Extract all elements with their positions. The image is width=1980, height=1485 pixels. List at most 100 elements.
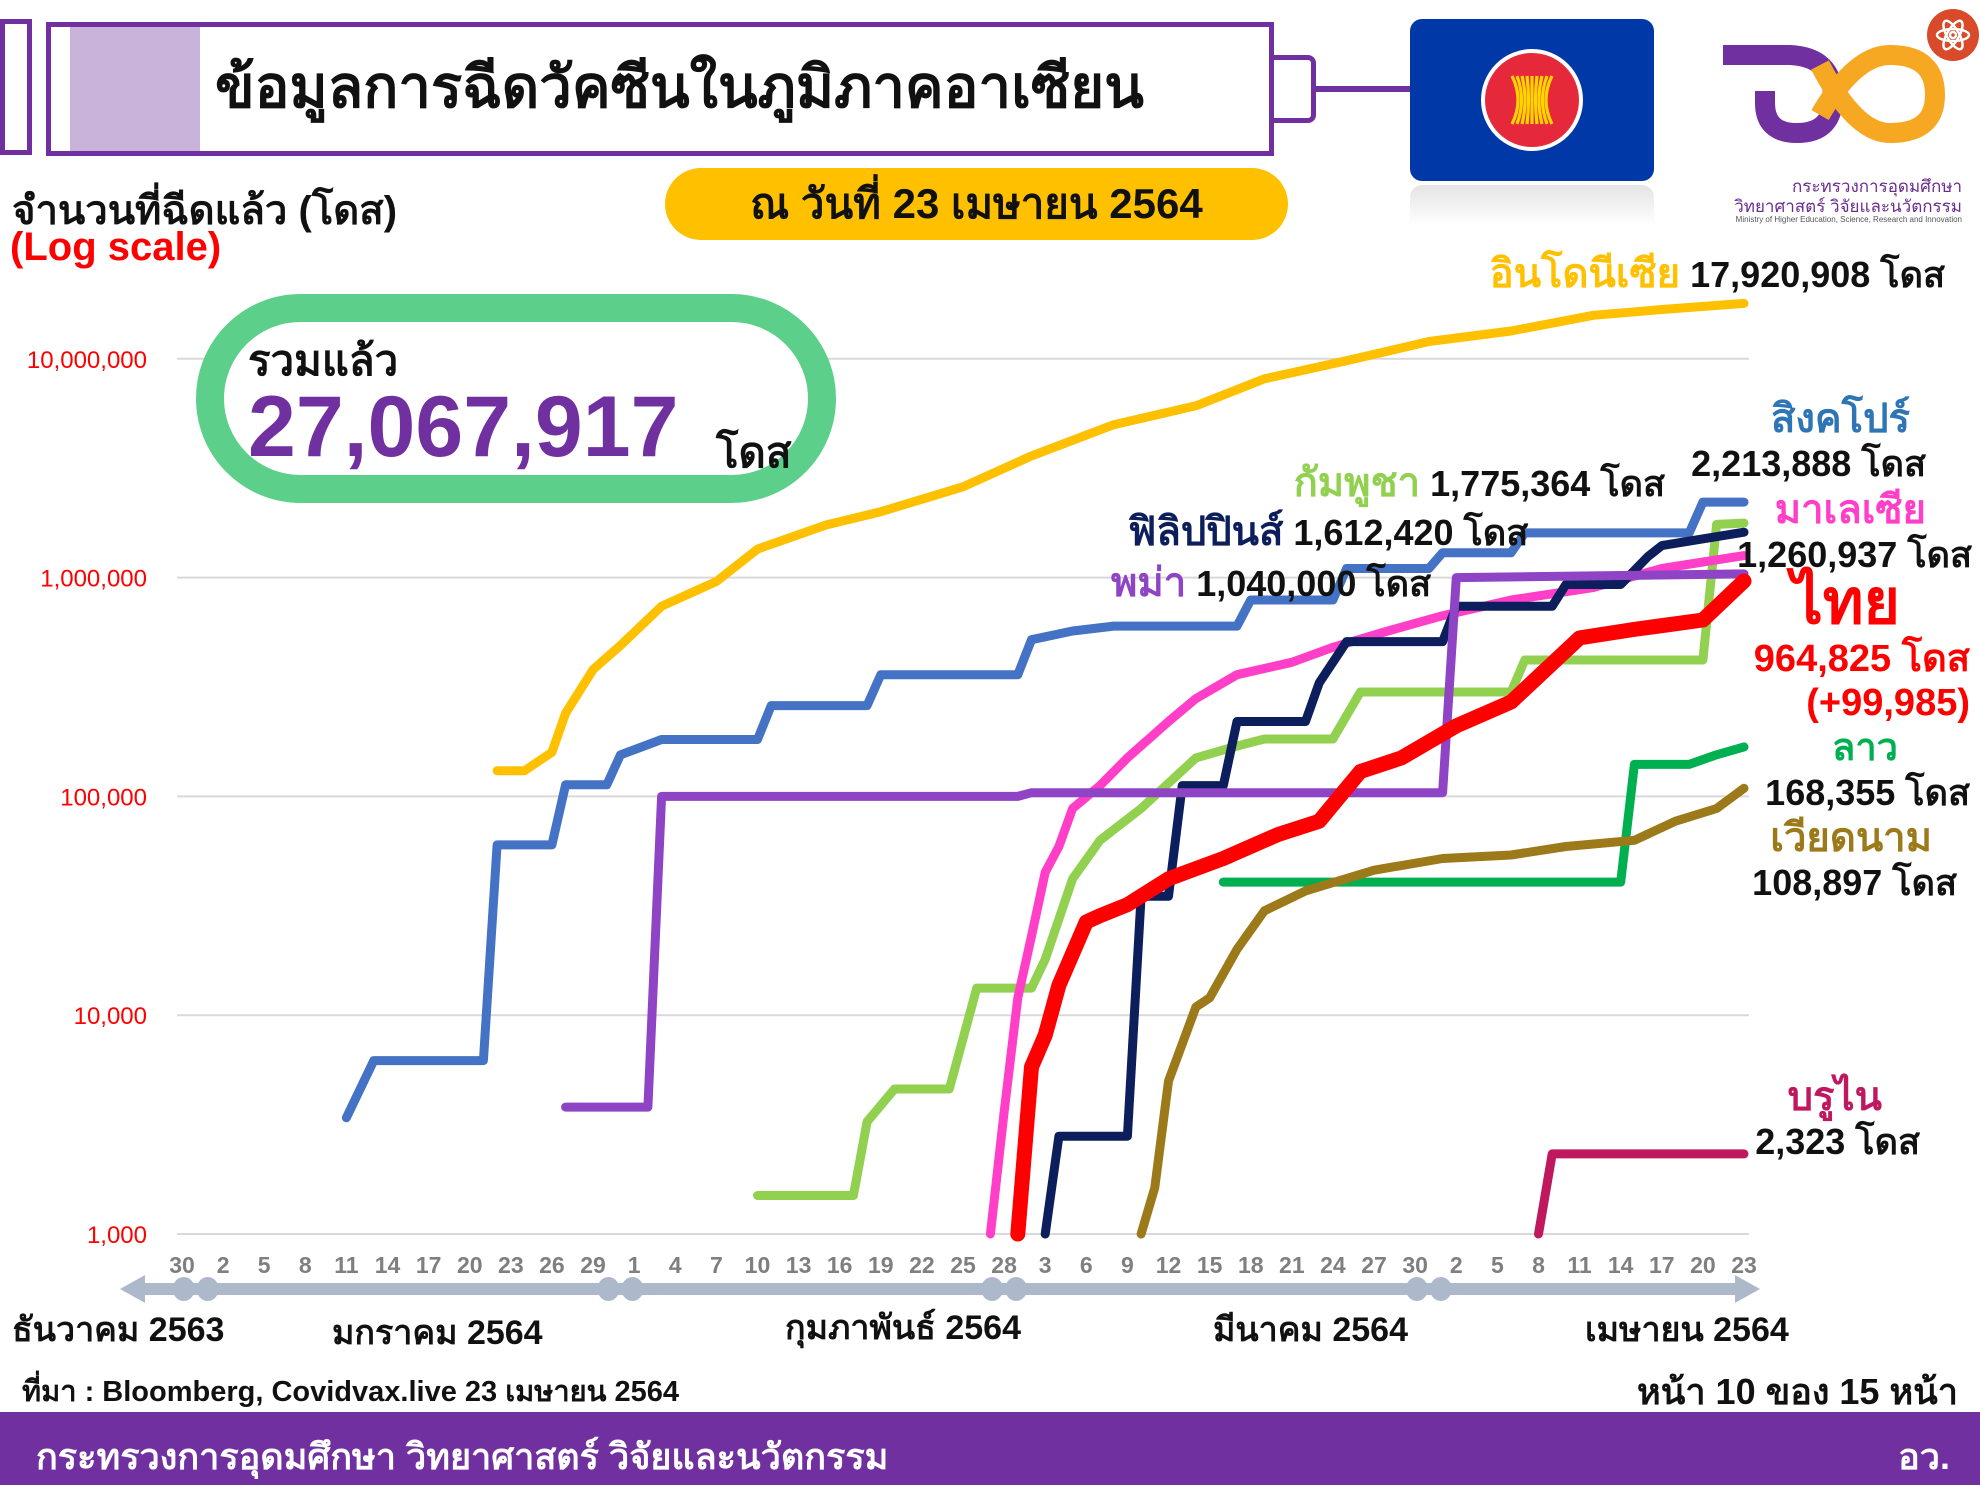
y-axis-title: จำนวนที่ฉีดแล้ว (โดส)	[12, 189, 398, 233]
label-indonesia-name: อินโดนีเซีย	[1489, 252, 1681, 296]
label-brunei-value: 2,323 โดส	[1755, 1121, 1920, 1162]
label-malaysia-name: มาเลเซีย	[1774, 488, 1926, 532]
syringe-fill	[70, 27, 200, 151]
asean-flag-icon	[1410, 19, 1654, 181]
label-thailand-value: 964,825 โดส	[1753, 638, 1970, 680]
arrow-left-icon	[120, 1275, 145, 1303]
label-myanmar: พม่า 1,040,000 โดส	[1111, 560, 1431, 606]
x-tick-label: 11	[1567, 1252, 1592, 1278]
total-unit: โดส	[716, 429, 792, 476]
y-tick-label: 100,000	[60, 784, 147, 811]
x-tick-label: 13	[786, 1252, 812, 1278]
syringe-barrel	[46, 22, 1274, 156]
x-tick-label: 14	[375, 1252, 401, 1278]
label-myanmar-value: 1,040,000 โดส	[1196, 563, 1432, 604]
x-tick-label: 14	[1608, 1252, 1634, 1278]
label-cambodia-value: 1,775,364 โดส	[1430, 463, 1665, 504]
x-tick-label: 28	[991, 1252, 1017, 1278]
label-indonesia-value: 17,920,908 โดส	[1690, 254, 1945, 295]
month-boundary-dot	[196, 1277, 219, 1301]
x-tick-label: 21	[1279, 1252, 1305, 1278]
page-number: หน้า 10 ของ 15 หน้า	[1636, 1371, 1958, 1412]
series-line	[1534, 1149, 1749, 1239]
x-tick-label: 11	[334, 1252, 359, 1278]
x-tick-label: 3	[1039, 1252, 1052, 1278]
total-value: 27,067,917	[248, 379, 679, 475]
x-tick-label: 26	[539, 1252, 565, 1278]
month-label-feb: กุมภาพันธ์ 2564	[785, 1309, 1021, 1347]
source-note: ที่มา : Bloomberg, Covidvax.live 23 เมษา…	[22, 1376, 680, 1408]
x-tick-label: 12	[1156, 1252, 1182, 1278]
month-boundary-dot	[981, 1277, 1004, 1301]
series-line	[341, 497, 1749, 1123]
y-tick-label: 10,000,000	[27, 347, 147, 374]
y-tick-label: 1,000,000	[40, 566, 147, 593]
x-tick-label: 23	[1731, 1252, 1757, 1278]
label-thailand-increase: (+99,985)	[1806, 682, 1970, 724]
footer-ministry: กระทรวงการอุดมศึกษา วิทยาศาสตร์ วิจัยและ…	[36, 1436, 889, 1477]
x-tick-label: 10	[745, 1252, 771, 1278]
total-label: รวมแล้ว	[248, 337, 399, 384]
ministry-logo: กระทรวงการอุดมศึกษา วิทยาศาสตร์ วิจัยและ…	[1715, 5, 1980, 225]
logo-text-line2: วิทยาศาสตร์ วิจัยและนวัตกรรม	[1734, 197, 1962, 216]
x-tick-label: 7	[710, 1252, 723, 1278]
label-vietnam-name: เวียดนาม	[1770, 816, 1932, 860]
x-tick-label: 2	[217, 1252, 230, 1278]
y-axis-scale-note: (Log scale)	[10, 225, 222, 269]
x-tick-label: 20	[1690, 1252, 1716, 1278]
x-tick-label: 17	[416, 1252, 442, 1278]
x-tick-label: 27	[1361, 1252, 1387, 1278]
x-tick-label: 1	[628, 1252, 641, 1278]
x-tick-label: 22	[909, 1252, 935, 1278]
syringe-plunger	[0, 19, 32, 155]
label-myanmar-name: พม่า	[1111, 561, 1187, 605]
month-boundary-dot	[1005, 1277, 1028, 1301]
x-tick-label: 24	[1320, 1252, 1346, 1278]
x-tick-label: 29	[580, 1252, 606, 1278]
x-tick-label: 23	[498, 1252, 524, 1278]
label-indonesia: อินโดนีเซีย 17,920,908 โดส	[1490, 251, 1945, 297]
x-tick-label: 30	[169, 1252, 195, 1278]
x-tick-label: 5	[258, 1252, 271, 1278]
series-line	[753, 518, 1749, 1200]
series-line	[561, 569, 1749, 1112]
x-tick-label: 25	[950, 1252, 976, 1278]
label-cambodia-name: กัมพูชา	[1293, 461, 1421, 505]
y-tick-label: 1,000	[87, 1222, 147, 1249]
series-line	[1218, 742, 1749, 887]
series-line	[492, 298, 1749, 776]
x-tick-label: 8	[1532, 1252, 1545, 1278]
label-singapore-name: สิงคโปร์	[1770, 397, 1910, 441]
label-philippines-value: 1,612,420 โดส	[1293, 512, 1529, 553]
x-tick-label: 30	[1402, 1252, 1428, 1278]
x-tick-label: 5	[1491, 1252, 1504, 1278]
month-boundary-dot	[597, 1277, 620, 1301]
label-vietnam-value: 108,897 โดส	[1752, 862, 1957, 903]
x-tick-label: 9	[1121, 1252, 1134, 1278]
label-malaysia-value: 1,260,937 โดส	[1737, 534, 1972, 575]
series-line	[1136, 783, 1749, 1239]
x-tick-label: 15	[1197, 1252, 1223, 1278]
month-boundary-dot	[1405, 1277, 1428, 1301]
syringe-needle	[1314, 86, 1412, 92]
month-boundary-dot	[172, 1277, 195, 1301]
x-tick-label: 6	[1080, 1252, 1093, 1278]
month-boundary-dot	[621, 1277, 644, 1301]
label-philippines-name: ฟิลิปปินส์	[1128, 510, 1284, 554]
date-badge: ณ วันที่ 23 เมษายน 2564	[665, 168, 1288, 240]
label-laos-name: ลาว	[1832, 727, 1898, 769]
x-tick-label: 19	[868, 1252, 894, 1278]
month-label-jan: มกราคม 2564	[332, 1314, 543, 1352]
series-line	[1010, 573, 1752, 1242]
y-tick-label: 10,000	[74, 1003, 147, 1030]
syringe-tip	[1272, 55, 1316, 123]
flag-reflection	[1410, 185, 1654, 225]
x-tick-label: 18	[1238, 1252, 1264, 1278]
logo-text-line3: Ministry of Higher Education, Science, R…	[1735, 215, 1962, 224]
atom-icon	[1935, 19, 1971, 51]
x-tick-label: 17	[1649, 1252, 1675, 1278]
label-philippines: ฟิลิปปินส์ 1,612,420 โดส	[1128, 509, 1528, 555]
footer-bar	[0, 1412, 1980, 1485]
logo-text-line1: กระทรวงการอุดมศึกษา	[1792, 177, 1962, 196]
x-tick-label: 4	[669, 1252, 682, 1278]
